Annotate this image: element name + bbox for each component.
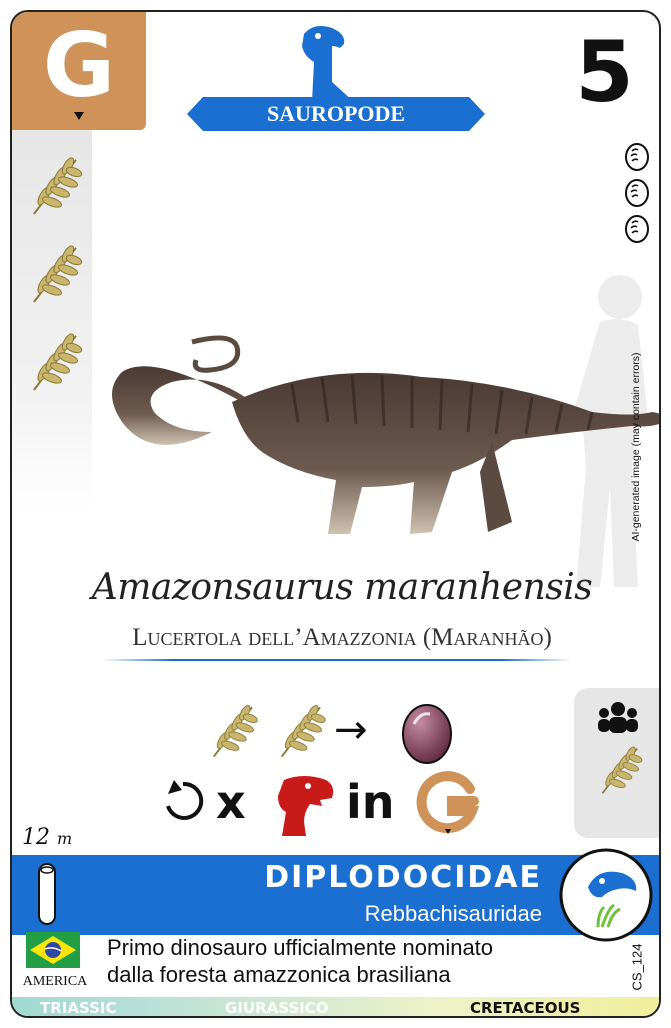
common-name: Lucertola dell’Amazzonia (Maranhão) [132, 624, 552, 651]
diet-icon [414, 769, 482, 837]
human-silhouette [572, 275, 648, 587]
clade-icon [559, 848, 653, 942]
points-value: 5 [575, 23, 634, 121]
description: Primo dinosauro ufficialmente nominato d… [107, 934, 577, 988]
rotate-icon [166, 780, 204, 820]
egg-icon [402, 704, 452, 764]
leaf-icon [33, 333, 83, 391]
dinosaur-card: G [10, 10, 661, 1018]
subfamily-name: Rebbachisauridae [364, 901, 542, 926]
family-bar [12, 855, 659, 935]
leaf-icon [601, 746, 643, 794]
trex-icon [278, 776, 334, 836]
sauropod-icon [302, 26, 354, 102]
family-name: DIPLODOCIDAE [264, 860, 542, 895]
egg-icon [625, 179, 649, 207]
leaf-icon [280, 704, 326, 758]
period-triassic: TRIASSIC [40, 999, 117, 1017]
flag-brazil-icon [26, 932, 80, 968]
diet-arrow-icon [74, 112, 84, 120]
card-code: CS_124 [629, 943, 645, 991]
egg-icon [625, 143, 649, 171]
ability-arrow: → [334, 707, 368, 753]
period-jurassic: GIURASSICO [225, 999, 329, 1017]
egg-icon [625, 215, 649, 243]
name-divider [102, 659, 572, 661]
leaf-icon [212, 704, 258, 758]
food-strip [12, 130, 92, 510]
category-banner [187, 97, 485, 131]
leaf-icon [33, 245, 83, 303]
leaf-icon [33, 157, 83, 215]
ai-generated-note: AI-generated image (may contain errors) [630, 352, 642, 542]
period-cretaceous: CRETACEOUS [470, 999, 581, 1017]
description-line: dalla foresta amazzonica brasiliana [107, 962, 451, 987]
period-bar [12, 997, 659, 1016]
ability-times: x [216, 775, 246, 829]
bone-icon [38, 863, 56, 925]
continent-label: AMERICA [22, 974, 88, 989]
scientific-name: Amazonsaurus maranhensis [91, 567, 593, 608]
description-line: Primo dinosauro ufficialmente nominato [107, 935, 494, 960]
category-label: SAUROPODE [266, 101, 406, 126]
diet-badge [12, 12, 146, 130]
size-value: 12 m [22, 825, 73, 850]
dinosaur-illustration [112, 335, 659, 534]
ability-in: in [346, 775, 395, 829]
group-icon [598, 702, 638, 733]
diet-letter: G [42, 14, 116, 117]
